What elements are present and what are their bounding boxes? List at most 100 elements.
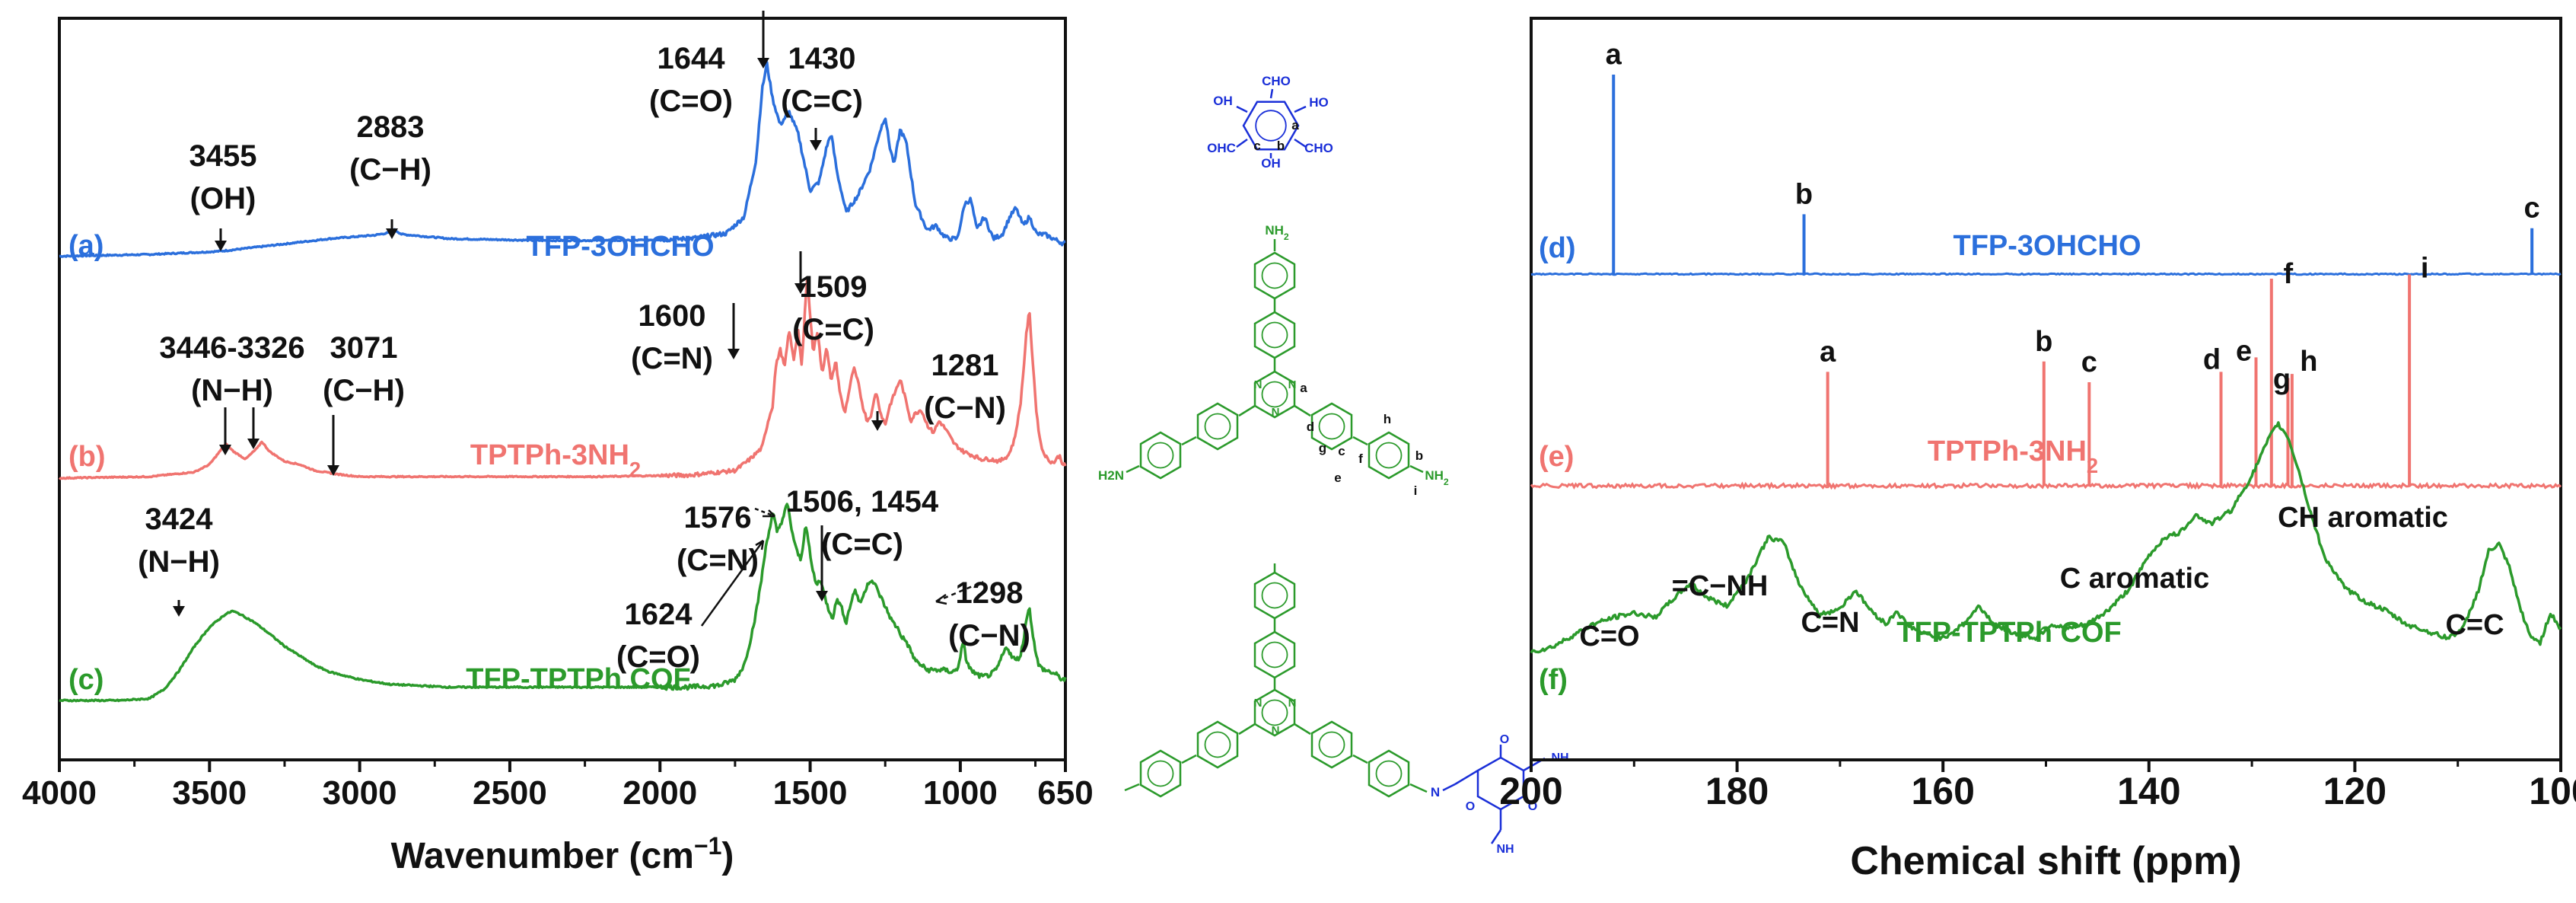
structure-ring-atom: N xyxy=(1288,697,1297,710)
ftir-peak-annotation: 1298 xyxy=(956,576,1024,610)
ftir-peak-annotation: 1430 xyxy=(788,42,856,75)
ftir-peak-annotation: (OH) xyxy=(190,182,256,215)
structure-cof-ring-inner xyxy=(1147,760,1174,787)
nmr-peak-label: e xyxy=(2236,335,2252,367)
ftir-peak-annotation: (C−N) xyxy=(948,619,1030,653)
ftir-peak-annotation: 1281 xyxy=(931,349,999,382)
nmr-series-tag: (e) xyxy=(1539,441,1574,473)
structure-bond xyxy=(1269,88,1274,99)
ftir-x-tick-label: 3500 xyxy=(172,774,247,812)
nmr-series-name: TFP-3OHCHO xyxy=(1953,230,2141,262)
nmr-x-tick-label: 180 xyxy=(1705,770,1769,812)
structure-cof-ring xyxy=(1139,749,1182,798)
nmr-peak-label: b xyxy=(1795,178,1813,210)
ftir-peak-arrow xyxy=(215,241,227,251)
ftir-peak-annotation: 1600 xyxy=(638,299,706,333)
ftir-pointer-line xyxy=(935,580,984,603)
structure-bond xyxy=(1236,105,1248,113)
structure-tfp-label: CHO xyxy=(1304,141,1333,155)
nmr-peak-label: i xyxy=(2421,253,2429,285)
structure-tptph-ring xyxy=(1196,402,1239,451)
structure-bond xyxy=(1238,723,1256,735)
nmr-panel: 200 180 160 140 120 100 Chemical shift (ppm) a b… xyxy=(1499,17,2576,883)
nmr-peak-label: c xyxy=(2081,346,2097,378)
structure-bond xyxy=(1294,404,1311,417)
structure-bond xyxy=(1454,769,1479,786)
structure-ring-atom: N xyxy=(1254,697,1263,710)
ftir-peak-annotation: 1644 xyxy=(658,42,726,75)
nmr-series-tag: (f) xyxy=(1539,664,1568,696)
structure-atom-label: a xyxy=(1300,381,1307,395)
structure-ring-atom: N xyxy=(1272,406,1280,419)
structure-carbonyl-label: O xyxy=(1500,733,1509,746)
structure-carbonyl-label: O xyxy=(1528,800,1537,813)
structure-tfp-label: OH xyxy=(1213,94,1233,108)
structure-bond xyxy=(1490,829,1502,844)
ftir-peak-arrow xyxy=(871,420,884,431)
nmr-series-name: TPTPh-3NH2 xyxy=(1928,436,2098,477)
ftir-series-tag: (a) xyxy=(68,230,103,262)
structure-carbonyl-label: O xyxy=(1466,800,1475,813)
nmr-peak-label: d xyxy=(2203,343,2221,375)
structure-ring-atom: N xyxy=(1288,378,1297,391)
ftir-peak-annotation: (C=C) xyxy=(821,528,903,561)
structure-bond xyxy=(1181,754,1197,764)
nmr-baseline-0 xyxy=(1530,272,2562,276)
structure-tptph-ring-inner xyxy=(1261,262,1288,289)
structure-bond xyxy=(1294,105,1307,113)
ftir-x-tick-label: 3000 xyxy=(323,774,397,812)
ftir-peak-annotation: (C=N) xyxy=(677,544,759,577)
structure-cof-ring-inner xyxy=(1261,582,1288,609)
ftir-x-axis-label: Wavenumber (cm−1) xyxy=(391,832,734,876)
ftir-pointer-head xyxy=(755,539,765,550)
structure-bond xyxy=(1181,436,1197,446)
ftir-x-tick-label: 2000 xyxy=(623,774,697,812)
structure-ring-atom: N xyxy=(1272,724,1280,737)
ftir-x-tick-label: 650 xyxy=(1037,774,1093,812)
ftir-series-name: TPTPh-3NH2 xyxy=(470,439,641,481)
structure-bond xyxy=(1352,436,1368,446)
structure-cof-label: NH xyxy=(1496,843,1514,856)
nmr-peak-label: a xyxy=(1820,336,1836,368)
ftir-peak-annotation: 1509 xyxy=(800,270,868,304)
ftir-peak-arrow xyxy=(757,58,769,69)
ftir-peak-annotation: 3071 xyxy=(330,331,398,365)
structure-tptph-ring xyxy=(1253,251,1296,300)
ftir-peak-annotation: (N−H) xyxy=(138,545,220,579)
nmr-peak-label: b xyxy=(2035,326,2052,358)
structure-cof-ring-inner xyxy=(1204,731,1231,758)
structure-tptph-ring-inner xyxy=(1204,413,1231,440)
structure-tfp-ring xyxy=(1242,101,1300,151)
structure-atom-label: c xyxy=(1253,139,1260,153)
structure-cof-ring xyxy=(1253,571,1296,620)
ftir-series-line-2 xyxy=(59,503,1067,703)
ftir-peak-arrow xyxy=(219,445,231,455)
ftir-pointer-head xyxy=(935,593,947,605)
structure-atom-label: a xyxy=(1291,118,1299,132)
nmr-series-line-2 xyxy=(1530,421,2562,654)
structure-bond xyxy=(1409,464,1424,474)
structure-tfp-label: HO xyxy=(1309,95,1329,110)
ftir-x-tick-label: 1500 xyxy=(773,774,848,812)
ftir-peak-annotation: 1576 xyxy=(684,501,752,534)
ftir-peak-annotation: 3424 xyxy=(145,503,214,536)
nmr-x-tick-label: 100 xyxy=(2529,770,2576,812)
nmr-x-tick-label: 200 xyxy=(1499,770,1562,812)
structure-atom-label: d xyxy=(1307,420,1314,434)
structure-bond xyxy=(1352,754,1368,764)
ftir-plot-frame xyxy=(58,17,1067,761)
nmr-x-tick-label: 120 xyxy=(2323,770,2387,812)
structure-cof-ring-inner xyxy=(1318,731,1345,758)
ftir-peak-annotation: 3446-3326 xyxy=(159,331,304,365)
structure-cof-ring xyxy=(1310,720,1353,769)
structure-triazine-ring-inner xyxy=(1261,381,1288,408)
nmr-series-tag: (d) xyxy=(1539,232,1576,264)
ftir-pointer-line xyxy=(700,540,765,627)
structure-tptph-ring-inner xyxy=(1318,413,1345,440)
nmr-x-tick-label: 140 xyxy=(2117,770,2180,812)
structure-cof-triazine-inner xyxy=(1261,699,1288,726)
structure-tptph-ring xyxy=(1139,431,1182,480)
ftir-peak-annotation: 3455 xyxy=(189,139,257,173)
